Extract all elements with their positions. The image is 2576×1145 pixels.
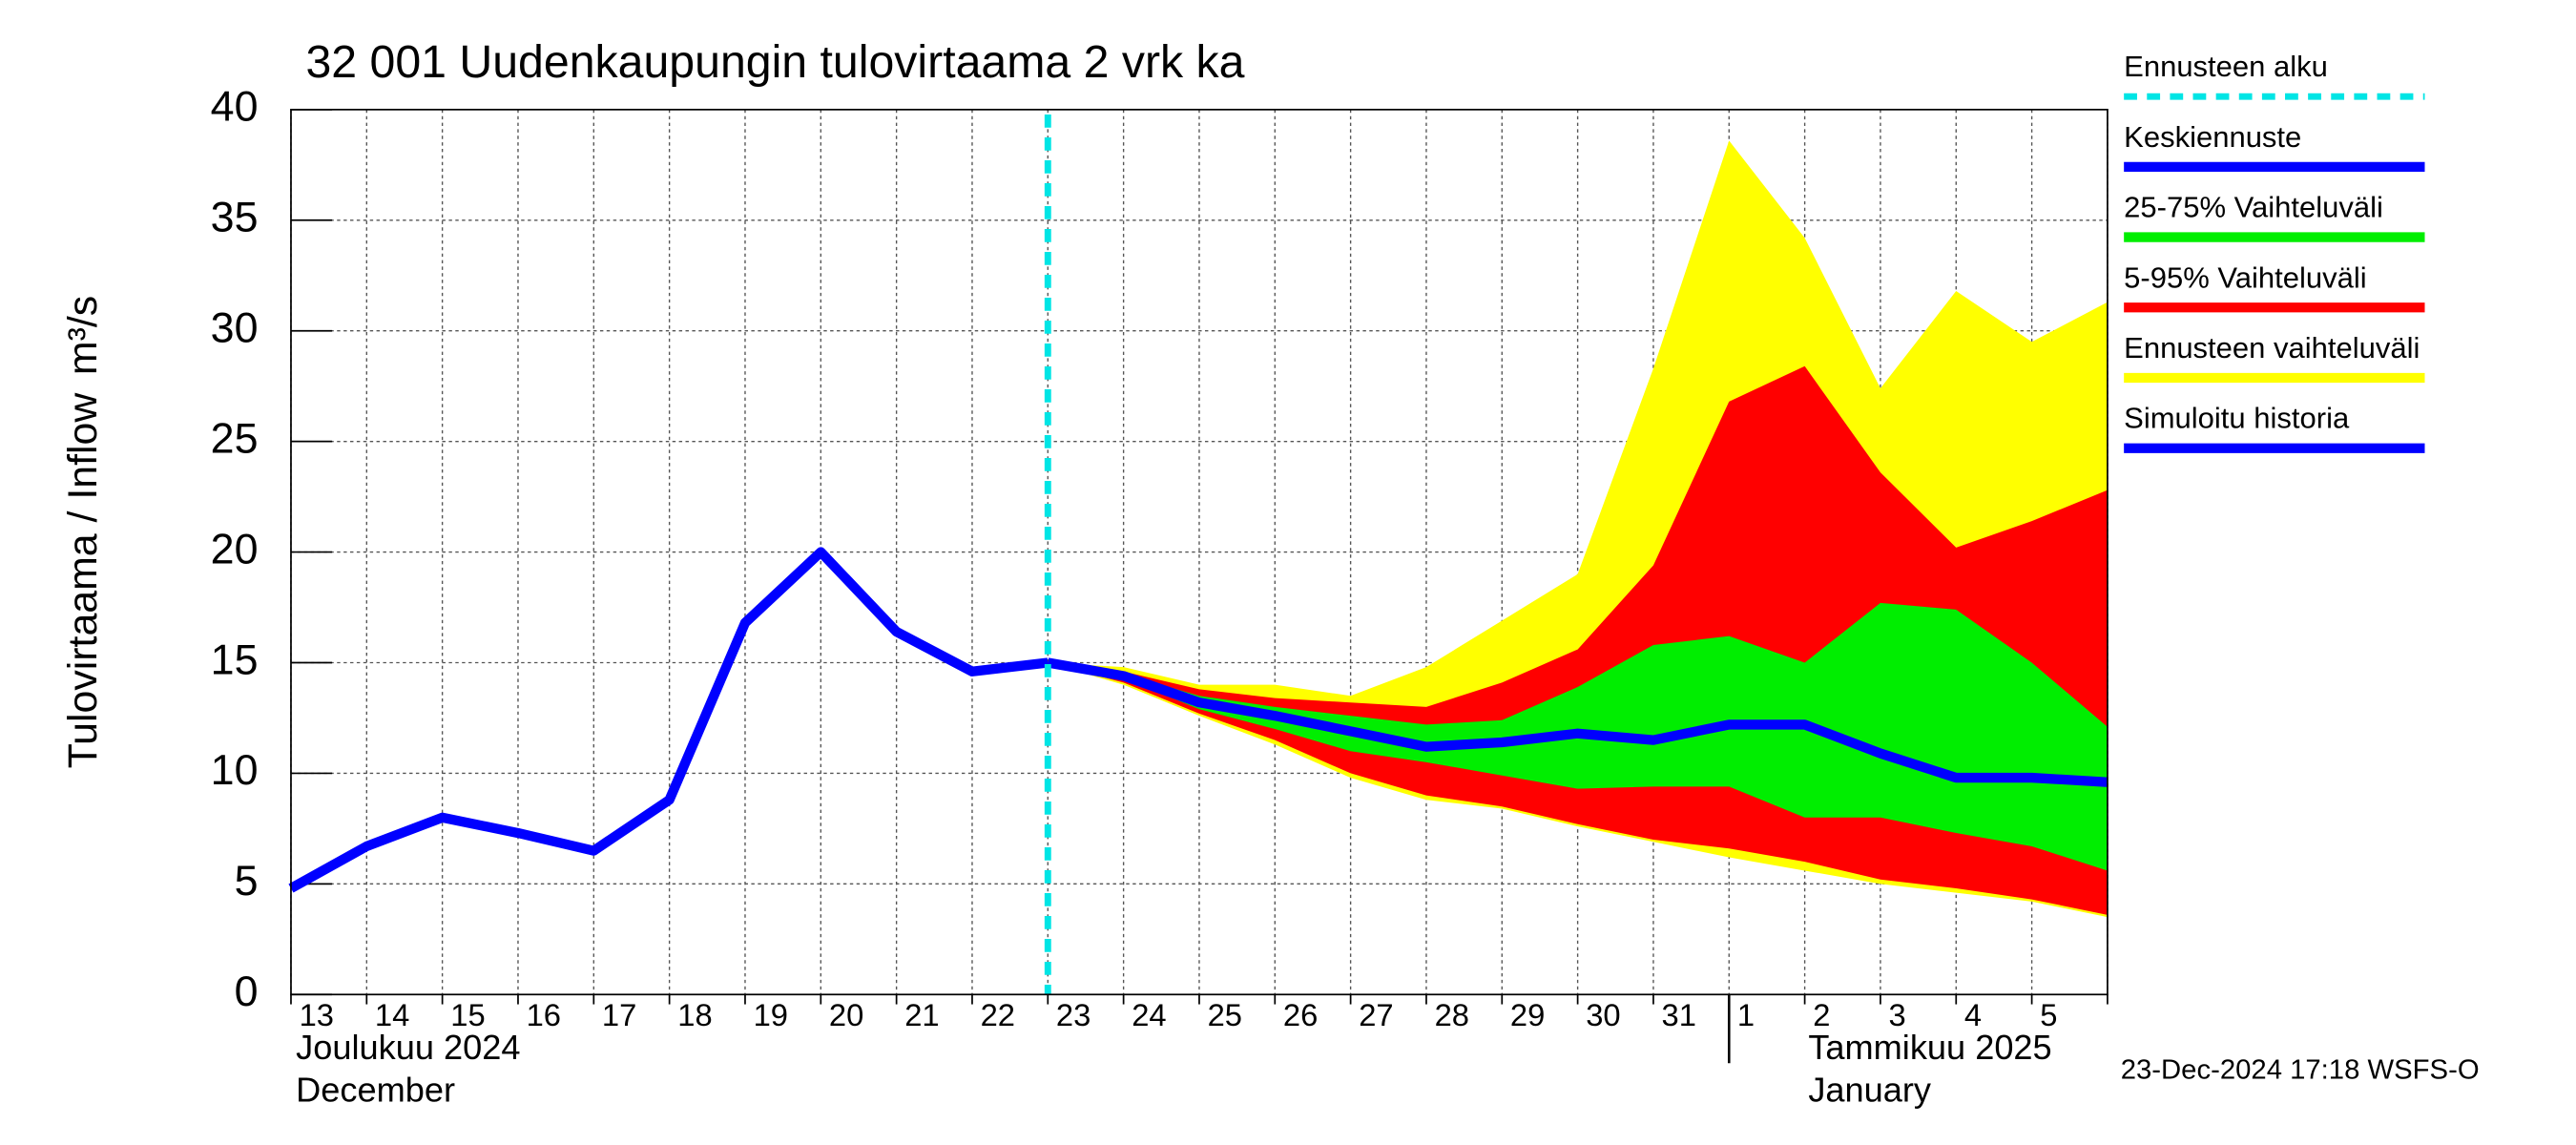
legend-label: 5-95% Vaihteluväli <box>2124 260 2366 294</box>
y-tick-label: 35 <box>211 195 259 241</box>
legend-label: Simuloitu historia <box>2124 402 2350 435</box>
legend-label: 25-75% Vaihteluväli <box>2124 191 2383 224</box>
x-tick-label: 17 <box>602 997 636 1032</box>
month-label: January <box>1808 1071 1931 1110</box>
x-tick-label: 4 <box>1964 997 1982 1032</box>
y-tick-label: 40 <box>211 84 259 131</box>
y-tick-label: 15 <box>211 636 259 683</box>
month-label: December <box>296 1071 455 1110</box>
x-tick-label: 29 <box>1510 997 1545 1032</box>
x-tick-label: 22 <box>981 997 1015 1032</box>
y-tick-label: 0 <box>235 968 259 1015</box>
x-tick-label: 3 <box>1889 997 1906 1032</box>
chart-title: 32 001 Uudenkaupungin tulovirtaama 2 vrk… <box>305 36 1244 88</box>
x-tick-label: 24 <box>1132 997 1166 1032</box>
y-tick-label: 20 <box>211 526 259 572</box>
x-tick-label: 20 <box>829 997 863 1032</box>
y-axis-unit: m³/s <box>60 296 106 375</box>
x-tick-label: 16 <box>527 997 561 1032</box>
x-tick-label: 2 <box>1813 997 1830 1032</box>
legend-label: Ennusteen vaihteluväli <box>2124 331 2420 364</box>
x-tick-label: 28 <box>1435 997 1469 1032</box>
month-label: Tammikuu 2025 <box>1808 1028 2051 1067</box>
legend-label: Ennusteen alku <box>2124 50 2328 83</box>
x-tick-label: 31 <box>1662 997 1696 1032</box>
x-tick-label: 13 <box>300 997 334 1032</box>
footer: 23-Dec-2024 17:18 WSFS-O <box>2121 1055 2480 1086</box>
x-tick-label: 25 <box>1208 997 1242 1032</box>
x-tick-label: 1 <box>1737 997 1755 1032</box>
x-tick-label: 14 <box>375 997 409 1032</box>
legend-label: Keskiennuste <box>2124 120 2301 154</box>
y-tick-label: 25 <box>211 416 259 463</box>
x-tick-label: 27 <box>1359 997 1393 1032</box>
x-tick-label: 5 <box>2040 997 2057 1032</box>
x-tick-label: 23 <box>1056 997 1091 1032</box>
x-tick-label: 15 <box>450 997 485 1032</box>
series-line <box>288 547 1049 893</box>
y-tick-label: 10 <box>211 747 259 794</box>
x-tick-label: 19 <box>754 997 788 1032</box>
y-tick-label: 5 <box>235 858 259 905</box>
month-label: Joulukuu 2024 <box>296 1028 520 1067</box>
x-tick-label: 18 <box>677 997 712 1032</box>
y-tick-label: 30 <box>211 305 259 352</box>
x-tick-label: 30 <box>1586 997 1620 1032</box>
plot-frame <box>290 109 2109 996</box>
x-tick-label: 21 <box>904 997 939 1032</box>
series-line <box>1047 657 2109 787</box>
x-tick-label: 26 <box>1283 997 1318 1032</box>
y-axis-label: Tulovirtaama / Inflow <box>60 392 106 769</box>
